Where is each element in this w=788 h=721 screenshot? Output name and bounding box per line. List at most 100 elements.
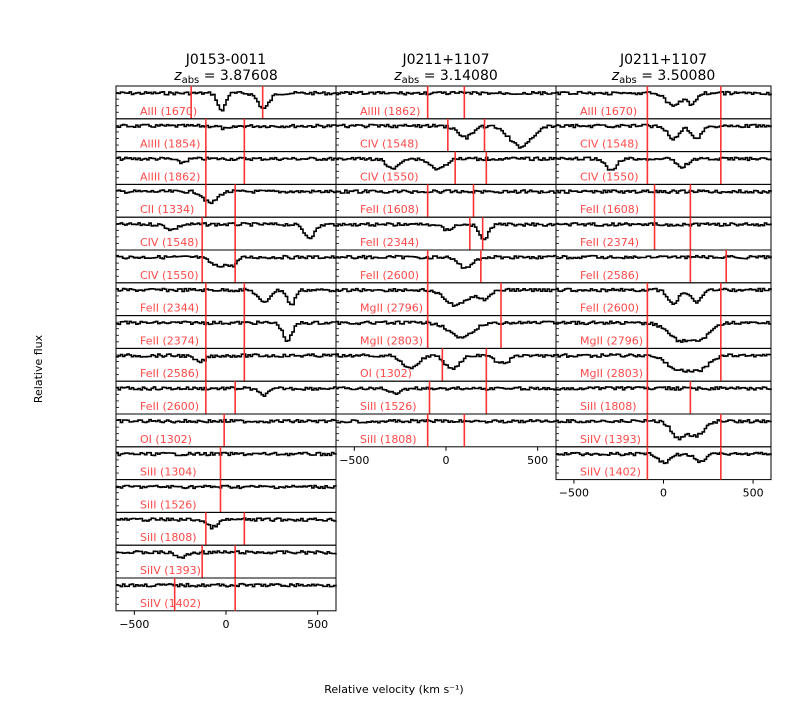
panel-feii-2586-: FeII (2586) bbox=[555, 249, 772, 284]
panel-aliii-1854-: AlIII (1854) bbox=[115, 118, 337, 153]
panel-feii-2600-: FeII (2600) bbox=[115, 380, 337, 415]
spectrum-line bbox=[336, 254, 557, 269]
transition-label: SiII (1526) bbox=[140, 498, 197, 511]
panel-siii-1808-: SiII (1808) bbox=[115, 511, 337, 546]
transition-label: AlIII (1862) bbox=[140, 170, 200, 183]
spectrum-line bbox=[556, 320, 771, 343]
transition-label: SiII (1808) bbox=[580, 400, 637, 413]
panel-alii-1670-: AlII (1670) bbox=[115, 85, 337, 120]
transition-label: FeII (2344) bbox=[360, 236, 419, 249]
transition-label: MgII (2796) bbox=[360, 302, 423, 315]
column-redshift: zabs = 3.14080 bbox=[393, 68, 498, 86]
transition-label: AlII (1670) bbox=[580, 105, 637, 118]
spectrum-line bbox=[116, 123, 337, 131]
transition-label: SiIV (1393) bbox=[580, 433, 641, 446]
spectrum-line bbox=[116, 90, 337, 112]
spectrum-line bbox=[336, 353, 557, 370]
x-tick-label: 500 bbox=[527, 454, 548, 467]
transition-label: FeII (2600) bbox=[580, 302, 639, 315]
spectrum-line bbox=[556, 156, 772, 171]
transition-label: SiIV (1402) bbox=[140, 597, 201, 610]
panel-feii-2600-: FeII (2600) bbox=[335, 249, 557, 284]
spectrum-line bbox=[556, 90, 772, 107]
column-redshift: zabs = 3.50080 bbox=[611, 68, 716, 86]
transition-label: SiIV (1393) bbox=[140, 564, 201, 577]
panel-mgii-2803-: MgII (2803) bbox=[335, 315, 557, 349]
panel-alii-1670-: AlII (1670) bbox=[555, 85, 772, 120]
panel-civ-1548-: CIV (1548) bbox=[335, 118, 557, 153]
panel-siiv-1393-: SiIV (1393) bbox=[555, 413, 772, 448]
spectrum-line bbox=[116, 222, 337, 240]
transition-label: CIV (1548) bbox=[360, 138, 419, 151]
transition-label: FeII (2344) bbox=[140, 302, 199, 315]
transition-label: FeII (2600) bbox=[140, 400, 199, 413]
x-tick-label: 500 bbox=[743, 487, 764, 500]
column-title: J0211+1107 bbox=[401, 52, 489, 68]
spectrum-line bbox=[336, 123, 557, 149]
panel-civ-1548-: CIV (1548) bbox=[555, 118, 772, 153]
spectrum-line bbox=[116, 386, 337, 397]
panel-siii-1304-: SiII (1304) bbox=[115, 446, 337, 481]
panel-civ-1550-: CIV (1550) bbox=[115, 249, 337, 284]
transition-label: FeII (2600) bbox=[360, 269, 419, 282]
spectrum-line bbox=[336, 320, 557, 339]
panel-mgii-2803-: MgII (2803) bbox=[555, 347, 772, 382]
spectrum-line bbox=[116, 254, 337, 268]
panel-siii-1808-: SiII (1808) bbox=[335, 413, 557, 448]
spectrum-line bbox=[116, 517, 337, 530]
transition-label: SiII (1808) bbox=[360, 433, 417, 446]
spectrum-line bbox=[116, 451, 337, 457]
panel-siii-1526-: SiII (1526) bbox=[115, 479, 337, 513]
panel-feii-2586-: FeII (2586) bbox=[115, 347, 337, 382]
spectrum-line bbox=[556, 123, 772, 141]
spectrum-line bbox=[336, 418, 557, 424]
panel-siiv-1402-: SiIV (1402) bbox=[115, 577, 337, 612]
transition-label: SiII (1808) bbox=[140, 531, 197, 544]
column-redshift: zabs = 3.87608 bbox=[173, 68, 278, 86]
panel-feii-1608-: FeII (1608) bbox=[555, 183, 772, 218]
spectrum-line bbox=[556, 287, 772, 305]
transition-label: OI (1302) bbox=[140, 433, 192, 446]
spectrum-line bbox=[116, 287, 337, 306]
y-axis-label: Relative flux bbox=[32, 334, 45, 403]
transition-label: FeII (2374) bbox=[140, 334, 199, 347]
transition-label: FeII (2586) bbox=[140, 367, 199, 380]
transition-label: MgII (2803) bbox=[580, 367, 643, 380]
panel-feii-2344-: FeII (2344) bbox=[115, 282, 337, 317]
transition-label: CIV (1550) bbox=[360, 170, 419, 183]
transition-label: CIV (1548) bbox=[580, 138, 639, 151]
panel-mgii-2796-: MgII (2796) bbox=[335, 282, 557, 317]
transition-label: AlIII (1862) bbox=[360, 105, 420, 118]
spectrum-line bbox=[556, 419, 772, 441]
panel-feii-2374-: FeII (2374) bbox=[555, 216, 772, 251]
spectrum-line bbox=[116, 156, 337, 165]
transition-label: SiII (1526) bbox=[360, 400, 417, 413]
transition-label: FeII (1608) bbox=[360, 203, 419, 216]
transition-label: CIV (1548) bbox=[140, 236, 199, 249]
spectrum-line bbox=[336, 156, 557, 171]
transition-label: MgII (2796) bbox=[580, 334, 643, 347]
x-tick-label: 500 bbox=[307, 618, 328, 631]
spectrum-line bbox=[116, 484, 337, 490]
panel-feii-2374-: FeII (2374) bbox=[115, 315, 337, 349]
transition-label: AlIII (1854) bbox=[140, 138, 200, 151]
spectrum-line bbox=[556, 353, 771, 373]
panel-frame bbox=[555, 446, 772, 481]
panel-siiv-1402-: SiIV (1402) bbox=[555, 446, 772, 481]
transition-label: MgII (2803) bbox=[360, 334, 423, 347]
transition-label: FeII (2586) bbox=[580, 269, 639, 282]
transition-label: FeII (2374) bbox=[580, 236, 639, 249]
panel-aliii-1862-: AlIII (1862) bbox=[335, 85, 557, 120]
spectrum-line bbox=[556, 189, 772, 194]
spectrum-line bbox=[556, 451, 772, 465]
transition-label: FeII (1608) bbox=[580, 203, 639, 216]
spectrum-line bbox=[336, 90, 557, 96]
panel-oi-1302-: OI (1302) bbox=[335, 347, 557, 382]
panel-mgii-2796-: MgII (2796) bbox=[555, 315, 772, 349]
panel-siii-1808-: SiII (1808) bbox=[555, 380, 772, 415]
panel-siiv-1393-: SiIV (1393) bbox=[115, 544, 337, 579]
spectrum-line bbox=[556, 254, 772, 260]
